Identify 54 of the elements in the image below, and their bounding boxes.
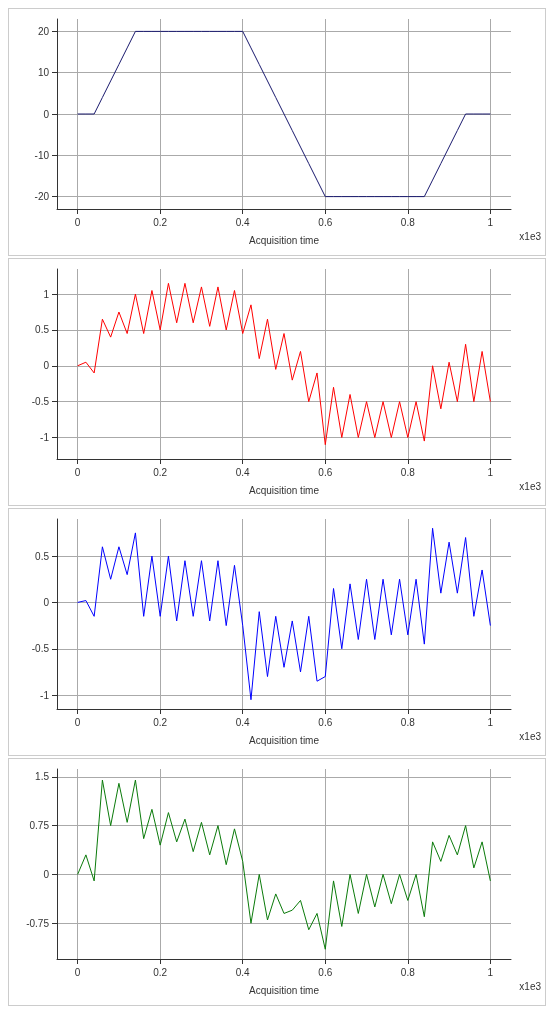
x-tick-label: 0.2 (153, 966, 168, 978)
x-tick-label: 0 (74, 216, 81, 228)
line-series (77, 30, 491, 198)
y-tick-label: 1 (43, 288, 50, 300)
x-axis-title: Acquisition time (248, 234, 320, 246)
x-tick-label: 0.2 (153, 216, 168, 228)
y-tick-label: 0 (43, 360, 50, 372)
y-tick-label: 0.75 (29, 820, 50, 832)
x-tick-label: 0.4 (235, 716, 251, 728)
y-tick-label: -0.5 (31, 396, 50, 408)
text: x1e3 (519, 230, 542, 242)
x-tick-label: 0.6 (318, 466, 333, 478)
y-tick-label: 10 (37, 67, 50, 79)
y-tick-label: 0 (43, 108, 50, 120)
y-tick-label: 0 (43, 868, 50, 880)
x-axis-title: Acquisition time (248, 984, 320, 996)
x-tick-label: 0 (74, 966, 81, 978)
y-tick-label: 1.5 (35, 771, 50, 783)
y-tick-label: -1 (40, 431, 50, 443)
x-tick-label: 1 (487, 716, 494, 728)
y-tick-label: -0.5 (31, 643, 50, 655)
x-tick-label: 0.8 (400, 466, 416, 478)
y-tick-label: -10 (34, 149, 50, 161)
x-axis-title: Acquisition time (248, 484, 320, 496)
x-tick-label: 0.2 (153, 466, 168, 478)
y-tick-label: 20 (37, 25, 50, 37)
x-tick-label: 1 (487, 216, 494, 228)
x-tick-label: 0.4 (235, 966, 251, 978)
x-tick-label: 0.6 (318, 216, 333, 228)
text: x1e3 (519, 730, 542, 742)
y-tick-label: 0 (43, 596, 50, 608)
line-series (77, 282, 491, 446)
x-tick-label: 0 (74, 466, 81, 478)
x-tick-label: 0.8 (400, 966, 416, 978)
line-series (77, 779, 491, 950)
x-tick-label: 0.6 (318, 966, 333, 978)
y-tick-label: -1 (40, 689, 50, 701)
y-tick-label: -20 (34, 191, 50, 203)
x-tick-label: 0.8 (400, 716, 416, 728)
x-tick-label: 1 (487, 466, 494, 478)
x-tick-label: 0 (74, 716, 81, 728)
y-tick-label: -0.75 (26, 917, 50, 929)
x-axis-title: Acquisition time (248, 734, 320, 746)
x-tick-label: 0.4 (235, 466, 251, 478)
x-tick-label: 0.6 (318, 716, 333, 728)
x-tick-label: 0.8 (400, 216, 416, 228)
y-tick-label: 0.5 (35, 550, 50, 562)
text: x1e3 (519, 480, 542, 492)
x-tick-label: 0.4 (235, 216, 251, 228)
y-tick-label: 0.5 (35, 324, 50, 336)
text: x1e3 (519, 980, 542, 992)
x-tick-label: 1 (487, 966, 494, 978)
line-series (77, 527, 491, 701)
x-tick-label: 0.2 (153, 716, 168, 728)
